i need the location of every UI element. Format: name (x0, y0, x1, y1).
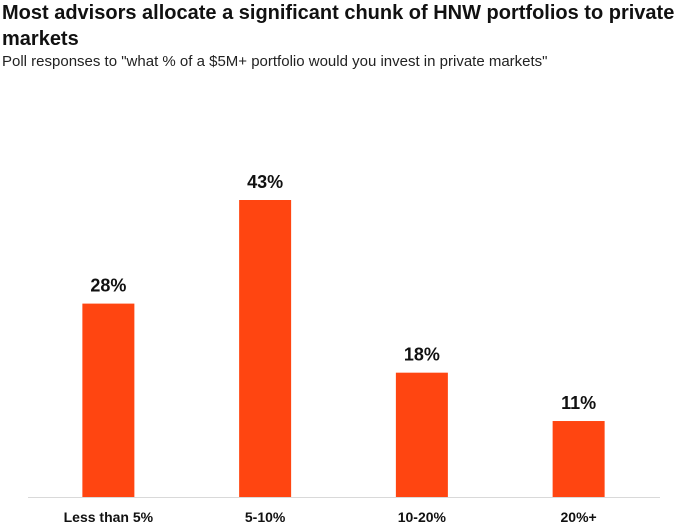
category-labels-group: Less than 5% 5-10% 10-20% 20%+ (64, 509, 597, 525)
bar (395, 372, 448, 497)
bar-value-label: 18% (404, 345, 440, 365)
bar-value-label: 28% (90, 276, 126, 296)
value-labels-group: 28% 43% 18% 11% (90, 172, 596, 413)
bar (239, 200, 292, 497)
bar (552, 421, 605, 497)
category-tick-label: Less than 5% (64, 509, 154, 525)
bar (82, 303, 135, 497)
bar-value-label: 11% (561, 393, 596, 413)
bars-group (82, 200, 605, 497)
chart-subtitle: Poll responses to "what % of a $5M+ port… (2, 53, 548, 70)
category-tick-label: 5-10% (245, 509, 286, 525)
category-tick-label: 10-20% (398, 509, 447, 525)
bar-value-label: 43% (247, 172, 283, 192)
chart-title: Most advisors allocate a significant chu… (2, 2, 675, 50)
category-tick-label: 20%+ (561, 509, 597, 525)
